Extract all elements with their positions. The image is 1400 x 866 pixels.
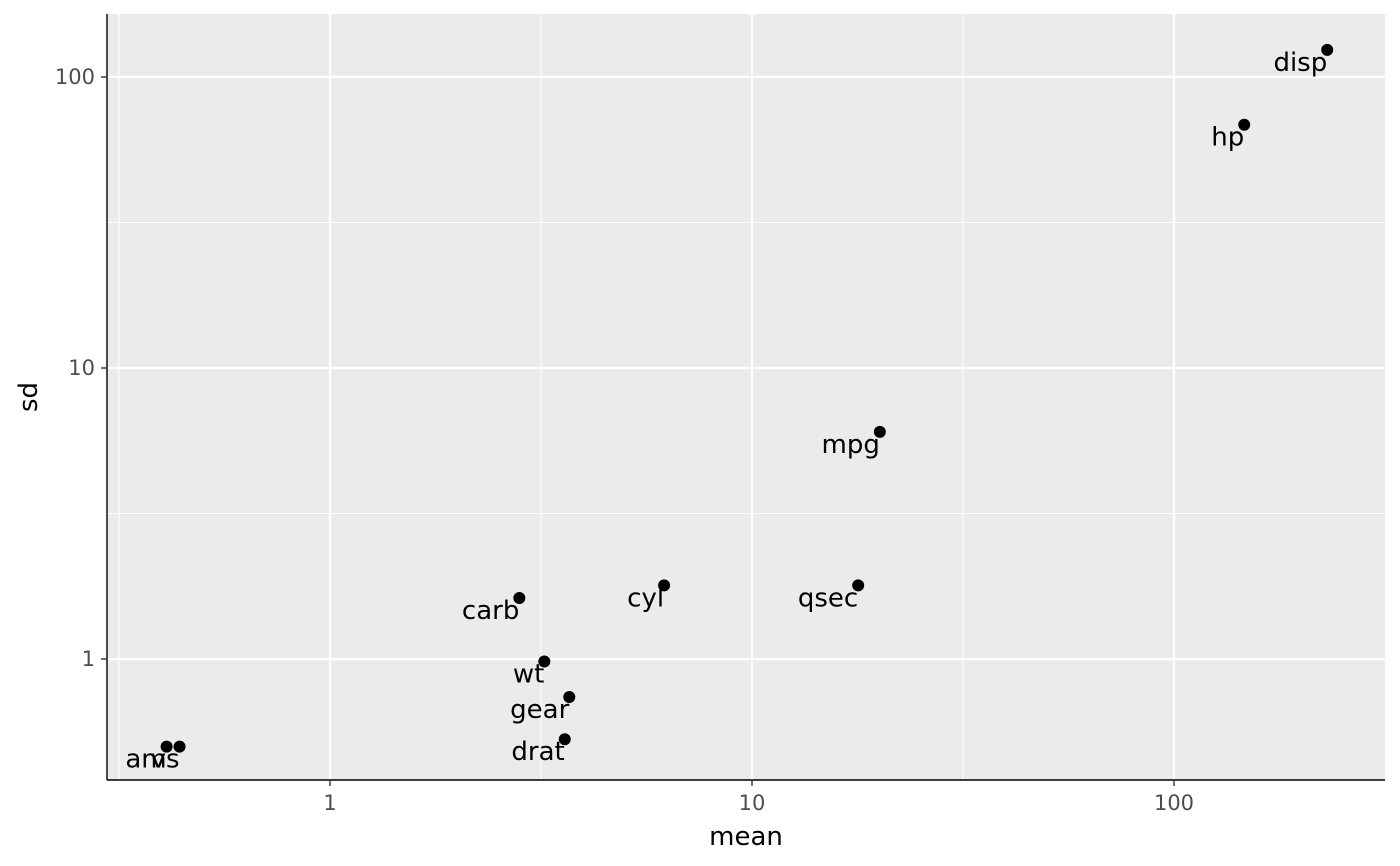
x-axis-title: mean bbox=[709, 822, 783, 852]
data-point-vs bbox=[173, 740, 186, 753]
x-tick-label: 100 bbox=[1154, 791, 1194, 815]
y-tick-label: 10 bbox=[68, 356, 95, 380]
data-point-drat bbox=[558, 733, 571, 746]
point-label-hp: hp bbox=[1211, 123, 1244, 153]
data-point-mpg bbox=[873, 425, 886, 438]
y-tick-label: 100 bbox=[55, 65, 95, 89]
major-gridlines bbox=[107, 14, 1385, 780]
point-label-qsec: qsec bbox=[798, 583, 858, 613]
x-tick-label: 10 bbox=[739, 791, 766, 815]
data-point-cyl bbox=[658, 579, 671, 592]
point-label-cyl: cyl bbox=[627, 583, 664, 613]
data-point-hp bbox=[1238, 118, 1251, 131]
point-label-disp: disp bbox=[1273, 48, 1327, 78]
data-point-am bbox=[160, 740, 173, 753]
data-point-gear bbox=[563, 691, 576, 704]
data-point-qsec bbox=[852, 579, 865, 592]
data-point-disp bbox=[1321, 43, 1334, 56]
plot-panel bbox=[107, 14, 1385, 780]
point-label-drat: drat bbox=[511, 737, 564, 767]
point-label-carb: carb bbox=[462, 596, 519, 626]
y-tick-label: 1 bbox=[82, 647, 95, 671]
minor-gridlines bbox=[107, 14, 1385, 780]
axes: 1 10 100 1 10 100 bbox=[55, 14, 1385, 815]
x-tick-label: 1 bbox=[323, 791, 336, 815]
point-label-am: am bbox=[125, 745, 166, 775]
data-point-carb bbox=[513, 592, 526, 605]
data-point-wt bbox=[538, 655, 551, 668]
point-label-wt: wt bbox=[513, 660, 544, 690]
y-axis-title: sd bbox=[14, 382, 44, 412]
point-label-gear: gear bbox=[510, 695, 569, 725]
point-label-mpg: mpg bbox=[822, 430, 880, 460]
